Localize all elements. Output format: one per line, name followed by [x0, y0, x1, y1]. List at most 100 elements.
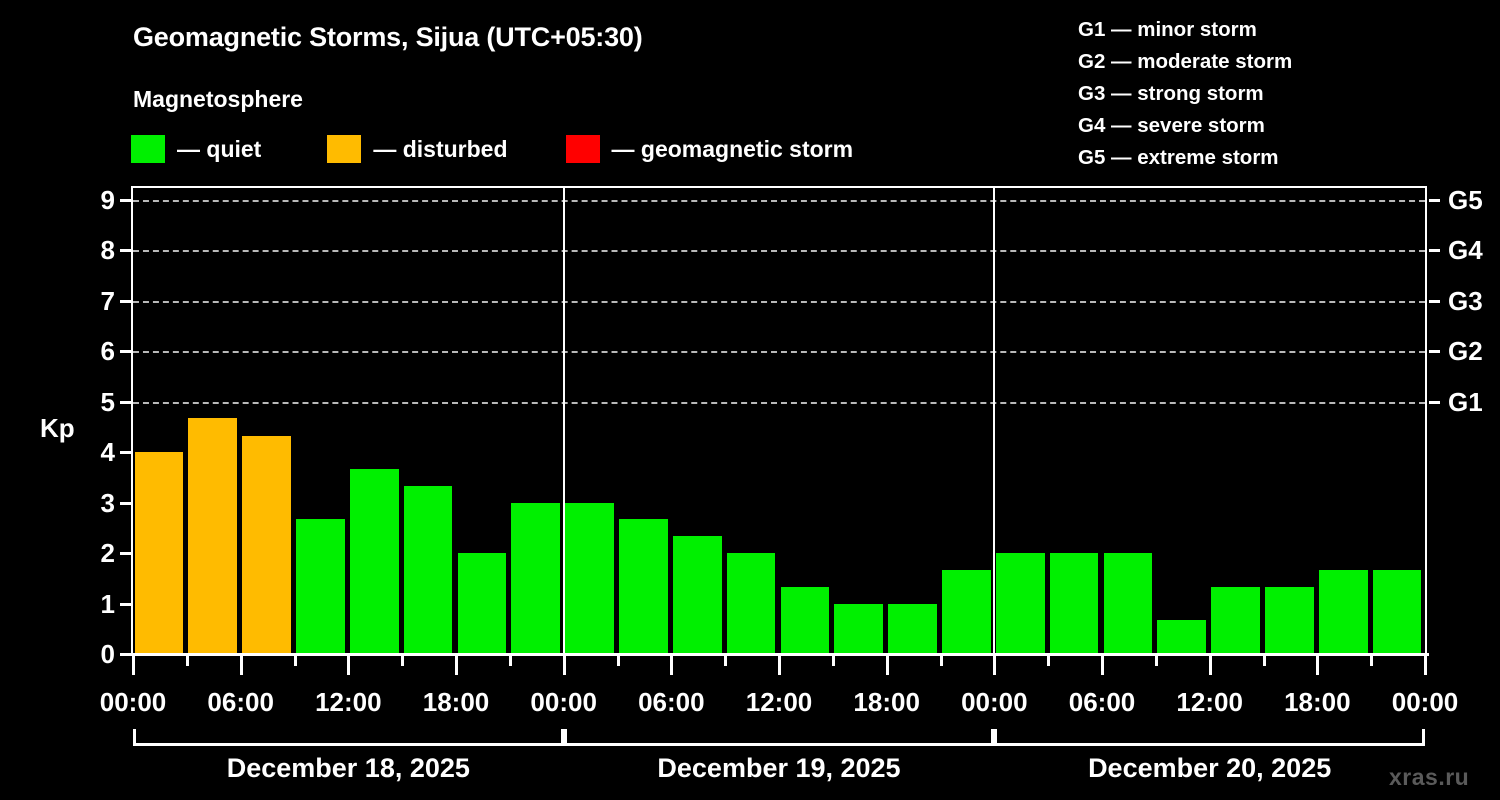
x-axis-tick-minor: [831, 656, 835, 666]
gridline: [133, 300, 1425, 303]
y-axis-tick-label: 2: [100, 538, 115, 569]
x-axis-tick-major: [670, 656, 674, 675]
x-axis-tick-minor: [724, 656, 728, 666]
bar: [349, 468, 399, 654]
y-axis-label: Kp: [40, 413, 75, 443]
x-axis-tick-major: [1424, 656, 1427, 675]
x-axis-tick-major: [778, 656, 781, 675]
y-axis-tick: [120, 350, 131, 354]
x-axis-tick-major: [993, 656, 997, 675]
bar: [1372, 569, 1422, 654]
y-axis-tick-label: 5: [100, 386, 115, 417]
date-bracket-tick: [1422, 729, 1425, 746]
gridline: [133, 250, 1425, 253]
date-bracket-tick: [994, 729, 998, 746]
x-axis-tick-label: 18:00: [1284, 687, 1351, 717]
date-label: December 18, 2025: [226, 753, 470, 783]
x-axis-tick-minor: [1047, 656, 1051, 666]
legend-heading: Magnetosphere: [133, 86, 303, 112]
g-scale-line: G3 — strong storm: [1078, 82, 1264, 105]
legend-item-storm: — geomagnetic storm: [565, 135, 853, 163]
x-axis-tick-label: 00:00: [530, 687, 597, 717]
x-axis-tick-minor: [1370, 656, 1374, 666]
g-axis-tick-label: G2: [1448, 336, 1483, 367]
g-axis-tick-label: G5: [1448, 185, 1483, 215]
x-axis-tick-label: 00:00: [961, 687, 1028, 717]
legend-item-quiet: — quiet: [131, 135, 261, 163]
g-scale-line: G5 — extreme storm: [1078, 146, 1279, 169]
g-axis-tick: [1429, 350, 1440, 354]
y-axis-tick-label: 1: [100, 588, 115, 619]
date-bracket-tick: [563, 729, 567, 746]
bar: [834, 603, 884, 654]
date-label: December 19, 2025: [657, 753, 901, 783]
day-separator: [993, 188, 996, 654]
x-axis-tick-major: [1208, 656, 1212, 675]
legend-item-disturbed: — disturbed: [327, 135, 508, 163]
g-axis-tick-label: G4: [1448, 235, 1483, 266]
watermark: xras.ru: [1389, 764, 1470, 790]
x-axis-tick-label: 00:00: [1391, 687, 1459, 717]
g-scale-key: G1 — minor storm G2 — moderate storm G3 …: [1078, 14, 1292, 174]
bar: [457, 553, 507, 654]
legend-swatch-quiet: [131, 135, 165, 163]
g-scale-line: G1 — minor storm: [1078, 18, 1257, 41]
y-axis-tick: [120, 501, 131, 505]
g-axis-tick: [1429, 249, 1440, 253]
y-axis-tick: [120, 299, 131, 303]
y-axis-tick-label: 4: [100, 437, 115, 468]
bar: [403, 486, 453, 654]
bar: [726, 553, 776, 654]
x-axis-tick-minor: [1154, 656, 1158, 666]
x-axis-tick-minor: [508, 656, 512, 666]
x-axis-tick-label: 12:00: [745, 687, 813, 717]
date-bracket: [994, 743, 1425, 746]
y-axis-tick-label: 6: [100, 336, 115, 367]
g-axis-tick: [1429, 199, 1440, 202]
bar: [242, 435, 291, 654]
x-axis-tick-label: 06:00: [1068, 687, 1136, 717]
bar: [296, 519, 345, 654]
y-axis-tick-label: 0: [100, 639, 115, 669]
bar: [942, 569, 991, 654]
bar: [888, 603, 937, 654]
bar: [134, 452, 184, 654]
date-bracket-tick: [991, 729, 995, 746]
bar: [565, 502, 614, 654]
x-axis-tick-major: [562, 656, 566, 675]
x-axis-tick-minor: [616, 656, 620, 666]
bar: [995, 553, 1045, 654]
date-bracket: [563, 743, 995, 746]
x-axis-tick-label: 18:00: [422, 687, 490, 717]
x-axis-tick-major: [132, 656, 135, 675]
bar: [1211, 586, 1260, 654]
gridline: [133, 401, 1425, 404]
x-axis-tick-major: [885, 656, 889, 675]
bar: [1318, 569, 1368, 654]
x-axis-tick-major: [1101, 656, 1104, 675]
y-axis-tick: [120, 451, 131, 455]
bar: [672, 536, 722, 654]
gridline: [133, 200, 1425, 202]
x-axis-tick-label: 06:00: [207, 687, 274, 717]
y-axis-tick-label: 7: [100, 285, 115, 316]
x-axis-line: [131, 653, 1429, 656]
x-axis-tick-major: [1316, 656, 1320, 675]
date-bracket-tick: [133, 729, 136, 746]
g-axis-tick-label: G3: [1448, 285, 1483, 316]
x-axis-tick-label: 06:00: [638, 687, 705, 717]
y-axis-tick: [120, 400, 131, 404]
legend: — quiet — disturbed — geomagnetic storm: [131, 135, 853, 163]
x-axis-tick-label: 00:00: [99, 687, 167, 717]
date-label: December 20, 2025: [1088, 753, 1332, 783]
x-axis-tick-major: [455, 656, 458, 675]
y-axis-tick-label: 3: [100, 487, 115, 518]
legend-label-quiet: — quiet: [177, 135, 262, 162]
x-axis-tick-major: [347, 656, 351, 675]
y-axis-tick: [120, 653, 131, 656]
date-bracket: [133, 743, 564, 746]
y-axis-tick: [120, 602, 131, 606]
bar: [1157, 620, 1207, 654]
x-axis-tick-minor: [401, 656, 405, 666]
x-axis-tick-label: 18:00: [853, 687, 920, 717]
